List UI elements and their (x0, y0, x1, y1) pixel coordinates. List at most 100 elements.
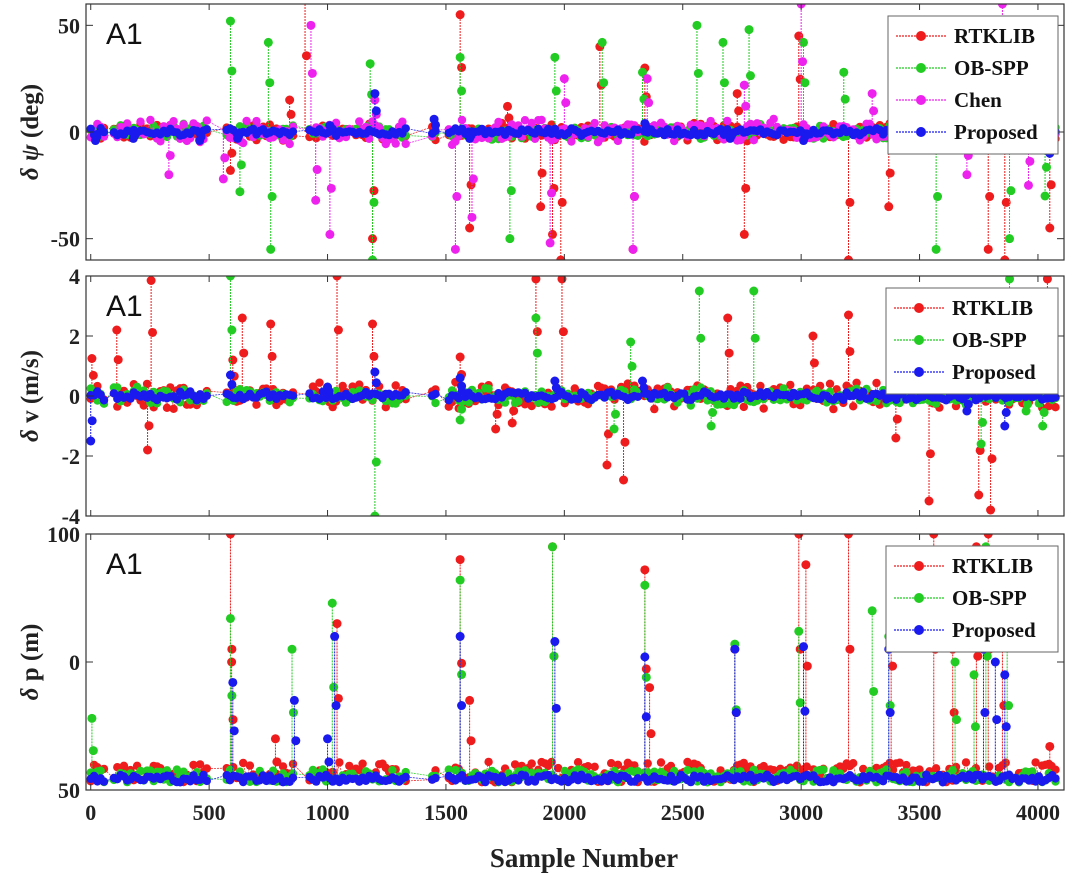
data-point-ob-spp (96, 766, 105, 775)
data-point-rtklib (335, 758, 344, 767)
y-tick-label: 0 (69, 384, 80, 409)
data-point-ob-spp (484, 384, 493, 393)
spike-point-proposed (639, 383, 649, 393)
spike-point-proposed (130, 131, 140, 141)
spike-point-chen (561, 98, 571, 108)
data-point-rtklib (769, 766, 778, 775)
spike-point-ob-spp (265, 78, 275, 88)
x-tick-label: 3000 (779, 800, 823, 825)
legend-swatch-marker (916, 63, 926, 73)
spike-point-proposed (727, 131, 737, 141)
spike-point-rtklib (532, 327, 542, 337)
data-point-proposed (202, 391, 211, 400)
spike-point-chen (220, 153, 230, 163)
spike-point-proposed (980, 708, 990, 718)
spike-point-rtklib (270, 734, 280, 744)
spike-point-ob-spp (978, 417, 988, 427)
legend-label-proposed: Proposed (954, 120, 1038, 144)
spike-point-rtklib (509, 406, 519, 416)
spike-point-rtklib (536, 202, 546, 212)
data-point-ob-spp (146, 766, 155, 775)
spike-point-ob-spp (287, 644, 297, 654)
spike-point-ob-spp (1038, 421, 1048, 431)
spike-point-ob-spp (599, 78, 609, 88)
data-point-rtklib (547, 757, 556, 767)
spike-point-rtklib (333, 325, 343, 335)
spike-point-rtklib (332, 619, 342, 629)
data-point-chen (123, 119, 132, 128)
data-point-ob-spp (308, 765, 318, 775)
spike-point-proposed (323, 734, 333, 744)
spike-point-chen (468, 174, 478, 184)
y-axis-symbol: δ ψ (17, 144, 44, 180)
data-point-rtklib (315, 378, 324, 387)
data-point-proposed (99, 396, 109, 405)
data-point-rtklib (252, 400, 261, 409)
data-point-rtklib (278, 762, 288, 771)
spike-point-ob-spp (532, 348, 542, 358)
spike-point-proposed (370, 367, 380, 377)
spike-point-ob-spp (795, 698, 805, 708)
data-point-chen (723, 116, 732, 126)
spike-point-rtklib (112, 325, 122, 335)
data-point-proposed (736, 394, 745, 403)
spike-point-proposed (326, 123, 336, 133)
data-point-ob-spp (819, 765, 828, 774)
data-point-proposed (859, 387, 868, 397)
spike-point-ob-spp (455, 415, 465, 425)
x-tick-label: 4000 (1016, 800, 1060, 825)
spike-point-chen (467, 212, 477, 222)
data-point-ob-spp (689, 385, 699, 394)
spike-point-rtklib (884, 202, 894, 212)
spike-point-ob-spp (869, 686, 879, 696)
spike-point-ob-spp (719, 78, 729, 88)
spike-point-rtklib (724, 348, 734, 358)
legend-label-proposed: Proposed (952, 618, 1036, 642)
data-point-chen (537, 115, 546, 125)
data-point-rtklib (656, 758, 666, 767)
legend-swatch-marker (914, 335, 924, 345)
spike-point-ob-spp (840, 94, 850, 104)
spike-point-rtklib (504, 113, 514, 123)
spike-point-chen (559, 74, 569, 84)
spike-point-ob-spp (505, 234, 515, 244)
spike-point-rtklib (333, 693, 343, 703)
spike-point-rtklib (983, 244, 993, 254)
data-point-proposed (633, 392, 642, 401)
data-point-rtklib (650, 404, 659, 414)
spike-point-proposed (800, 132, 810, 142)
y-tick-label: 4 (69, 264, 80, 289)
data-point-ob-spp (136, 766, 145, 776)
data-point-proposed (431, 773, 440, 783)
data-point-ob-spp (431, 398, 440, 408)
data-point-chen (398, 117, 407, 126)
spike-point-ob-spp (839, 67, 849, 77)
data-point-rtklib (189, 760, 198, 770)
legend-label-ob-spp: OB-SPP (952, 586, 1027, 610)
spike-point-ob-spp (263, 37, 273, 47)
data-point-proposed (633, 774, 642, 783)
data-point-rtklib (607, 759, 616, 768)
spike-point-ob-spp (531, 313, 541, 323)
spike-point-chen (798, 57, 808, 67)
spike-point-rtklib (558, 327, 568, 337)
data-point-ob-spp (779, 384, 788, 393)
spike-point-proposed (457, 701, 467, 711)
spike-point-rtklib (987, 454, 997, 464)
spike-point-rtklib (949, 708, 959, 718)
legend-label-chen: Chen (954, 88, 1002, 112)
spike-point-ob-spp (506, 186, 516, 196)
spike-point-ob-spp (88, 746, 98, 756)
spike-point-chen (545, 238, 555, 248)
data-point-proposed (172, 395, 182, 404)
data-point-rtklib (961, 758, 971, 767)
x-axis-label: Sample Number (490, 843, 678, 873)
data-point-proposed (935, 770, 944, 780)
spike-point-ob-spp (548, 542, 558, 552)
data-point-ob-spp (388, 766, 397, 775)
x-tick-label: 3500 (898, 800, 942, 825)
spike-point-rtklib (237, 313, 247, 323)
spike-point-ob-spp (227, 66, 237, 76)
data-point-rtklib (849, 759, 858, 768)
spike-point-chen (326, 183, 336, 193)
